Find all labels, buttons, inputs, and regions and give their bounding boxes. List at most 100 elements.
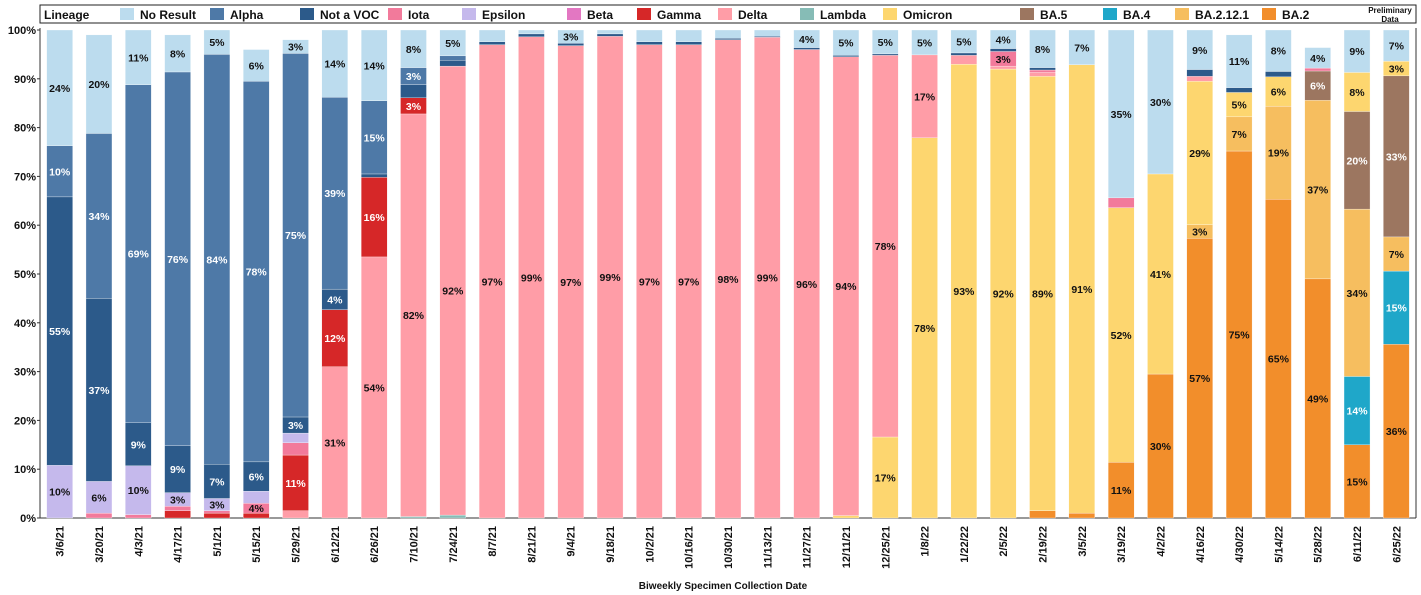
bar-segment-no-result — [872, 29, 899, 55]
bar-segment-not-a-voc — [793, 47, 820, 50]
data-label: 3% — [1389, 64, 1405, 76]
legend-swatch — [883, 8, 897, 20]
legend-label: Omicron — [903, 8, 952, 22]
bar-segment-iota — [1029, 69, 1056, 73]
bar-segment-no-result — [164, 34, 191, 73]
data-label: 9% — [131, 439, 147, 451]
data-label: 3% — [1192, 227, 1208, 239]
bar-segment-not-a-voc — [361, 173, 388, 178]
y-tick-label: 50% — [14, 269, 36, 281]
bar-segment-ba-2 — [1068, 512, 1095, 519]
data-label: 30% — [1150, 441, 1172, 453]
bar-segment-not-a-voc — [596, 33, 624, 37]
bar-segment-lambda — [439, 514, 466, 519]
data-label: 16% — [364, 212, 386, 224]
bar-segment-omicron — [872, 436, 899, 519]
bar-segment-no-result — [832, 29, 860, 56]
data-label: 6% — [249, 472, 265, 484]
y-tick-label: 30% — [14, 367, 36, 379]
x-tick-label: 5/28/22 — [1313, 526, 1325, 563]
data-label: 34% — [88, 211, 110, 223]
bar-segment-delta — [950, 55, 978, 65]
x-tick-label: 7/24/21 — [448, 526, 460, 563]
data-label: 75% — [285, 230, 307, 242]
bar-segment-no-result — [911, 29, 938, 56]
bar-segment-no-result — [1343, 29, 1371, 73]
data-label: 3% — [288, 42, 304, 54]
data-label: 31% — [324, 437, 346, 449]
bar-segment-delta — [361, 256, 388, 519]
legend-label: Iota — [408, 8, 430, 22]
data-label: 29% — [1189, 148, 1211, 160]
bar-segment-no-result — [203, 29, 231, 55]
legend-swatch — [1020, 8, 1034, 20]
bar-segment-no-result — [478, 29, 506, 42]
plot-area: 0% 10% 20% 30% 40% 50% 60% 70% 80% 90% 100% 10% 55% 1… — [8, 25, 1417, 569]
bar-segment-delta — [793, 49, 820, 519]
bar-segment-no-result — [596, 29, 624, 35]
bar-segment-delta — [518, 36, 545, 519]
bar-segment-no-result — [85, 34, 113, 134]
data-label: 7% — [1074, 42, 1090, 54]
bar-segment-not-a-voc — [636, 41, 663, 45]
bar-segment-ba-4 — [1343, 376, 1371, 445]
legend-swatch — [462, 8, 476, 20]
x-tick-label: 5/15/21 — [251, 526, 263, 563]
bar-segment-no-result — [1068, 29, 1095, 65]
data-label: 14% — [1347, 406, 1369, 418]
legend-swatch — [120, 8, 134, 20]
bar-segment-no-result — [400, 29, 427, 68]
bar-segment-not-a-voc — [1225, 87, 1253, 93]
data-label: 39% — [324, 188, 346, 200]
data-label: 15% — [364, 132, 386, 144]
x-tick-label: 9/4/21 — [566, 526, 578, 557]
bar-segment-ba-2 — [1029, 510, 1056, 519]
bar-segment-not-a-voc — [990, 48, 1017, 52]
data-label: 4% — [996, 34, 1012, 46]
legend-label: BA.5 — [1040, 8, 1068, 22]
data-label: 11% — [128, 52, 149, 64]
bar-segment-not-a-voc — [164, 445, 191, 493]
bar-segment-iota — [1304, 67, 1331, 72]
x-tick-label: 5/14/22 — [1273, 526, 1285, 563]
x-tick-label: 12/11/21 — [841, 526, 853, 568]
bar-segment-ba-5 — [1343, 111, 1371, 210]
data-label: 92% — [993, 289, 1015, 301]
x-tick-label: 4/2/22 — [1155, 526, 1167, 557]
bar-segment-delta — [872, 55, 899, 438]
bar-segment-not-a-voc — [203, 464, 231, 499]
bar-segment-iota — [1107, 197, 1135, 208]
bar-segment-no-result — [518, 29, 545, 35]
bar-segment-no-result — [1186, 29, 1213, 70]
bar-segment-alpha — [282, 53, 309, 418]
data-label: 9% — [1349, 46, 1365, 58]
bar-segment-no-result — [1029, 29, 1056, 68]
x-tick-label: 4/3/21 — [133, 526, 145, 557]
data-label: 34% — [1347, 288, 1369, 300]
data-label: 33% — [1386, 151, 1408, 163]
bar-segment-omicron — [911, 137, 938, 519]
bar-segment-no-result — [282, 39, 309, 54]
bar-segment-epsilon — [282, 432, 309, 443]
data-label: 97% — [639, 276, 661, 288]
x-tick-label: 8/21/21 — [526, 526, 538, 563]
x-tick-label: 5/1/21 — [212, 526, 224, 557]
bar-segment-not-a-voc — [439, 60, 466, 67]
x-tick-label: 6/26/21 — [369, 526, 381, 563]
bar-segment-omicron — [950, 64, 978, 519]
bar-segment-not-a-voc — [518, 33, 545, 37]
data-label: 35% — [1111, 109, 1133, 121]
data-label: 5% — [1231, 100, 1247, 112]
legend-swatch — [1103, 8, 1117, 20]
bar-segment-ba-2 — [1383, 344, 1410, 519]
data-label: 78% — [875, 241, 897, 253]
bar-segment-not-a-voc — [950, 52, 978, 56]
data-label: 98% — [717, 274, 739, 286]
data-label: 4% — [249, 503, 265, 515]
bar-segment-gamma — [361, 177, 388, 258]
bar-segment-ba-2 — [1107, 462, 1135, 519]
data-label: 84% — [206, 254, 228, 266]
bar-segment-no-result — [46, 29, 73, 146]
data-label: 11% — [1111, 485, 1132, 497]
data-label: 55% — [49, 326, 71, 338]
